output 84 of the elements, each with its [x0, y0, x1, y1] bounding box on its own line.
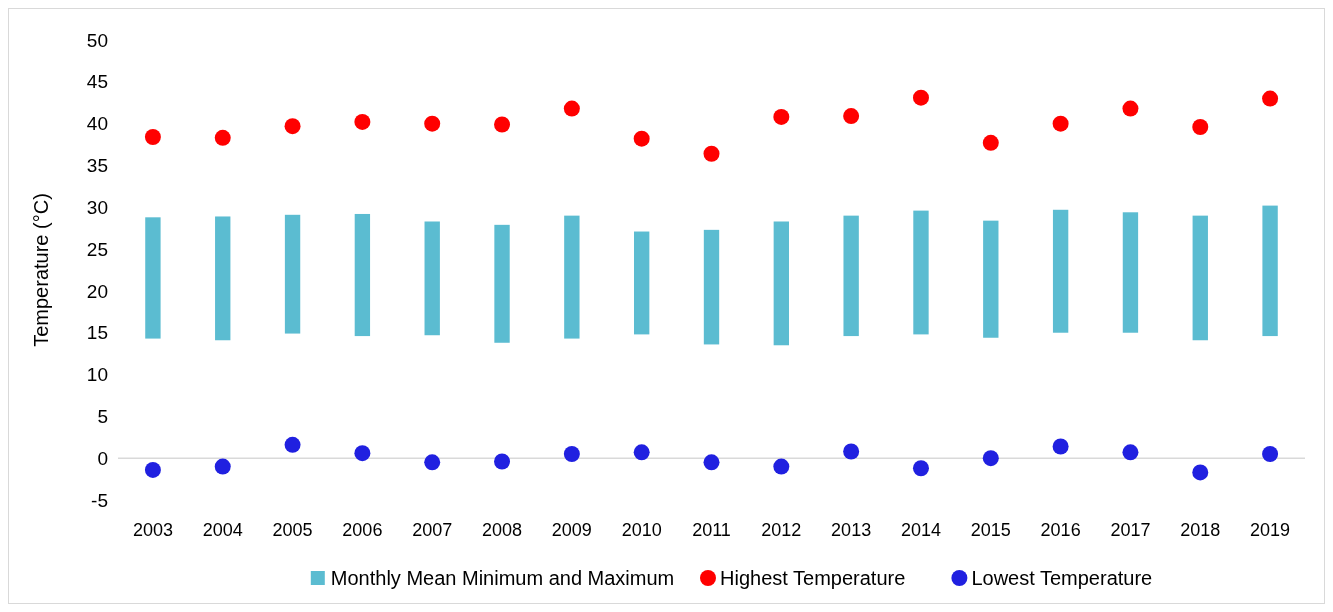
point: [1192, 118, 1209, 135]
point: [982, 134, 999, 151]
y-tick-label: 35: [86, 155, 108, 177]
bar: [1122, 212, 1139, 333]
y-tick-label: 40: [86, 113, 108, 135]
point: [494, 116, 511, 133]
bar: [913, 210, 929, 335]
legend-label: Highest Temperature: [720, 567, 906, 589]
y-tick-label: 15: [86, 322, 108, 344]
x-tick-label: 2007: [412, 520, 453, 540]
y-tick-label: -5: [91, 489, 108, 511]
point: [214, 458, 231, 475]
bar: [494, 224, 510, 343]
point: [144, 129, 161, 146]
y-tick-label: 10: [86, 364, 108, 386]
x-tick-label: 2019: [1250, 520, 1291, 540]
bar: [145, 217, 161, 339]
point: [843, 108, 860, 125]
point: [1122, 444, 1139, 461]
point: [633, 130, 650, 147]
x-tick-label: 2012: [761, 520, 802, 540]
y-tick-label: 45: [86, 71, 108, 93]
x-tick-label: 2013: [831, 520, 872, 540]
bar: [354, 213, 371, 337]
legend-label: Monthly Mean Minimum and Maximum: [330, 567, 675, 589]
point: [633, 444, 650, 461]
x-tick-label: 2016: [1040, 520, 1081, 540]
point: [982, 450, 999, 467]
point: [912, 89, 929, 106]
x-tick-label: 2010: [621, 520, 662, 540]
x-tick-label: 2014: [900, 520, 941, 540]
x-tick-label: 2009: [551, 520, 592, 540]
point: [843, 443, 860, 460]
y-axis-title: Temperature (°C): [30, 193, 52, 347]
point: [354, 113, 371, 130]
bar: [1192, 215, 1208, 341]
x-tick-label: 2005: [272, 520, 313, 540]
bar: [424, 221, 440, 336]
bar: [1262, 205, 1278, 337]
point: [1052, 115, 1069, 132]
point: [563, 446, 580, 462]
point: [1052, 438, 1069, 455]
point: [912, 460, 929, 477]
bar: [215, 216, 231, 341]
x-tick-label: 2004: [202, 520, 243, 540]
bar: [843, 215, 859, 337]
bar: [983, 220, 999, 338]
point: [1262, 90, 1279, 107]
point: [773, 108, 790, 125]
bar: [284, 214, 301, 334]
point: [703, 145, 720, 162]
y-tick-label: 0: [97, 447, 108, 469]
x-tick-label: 2003: [132, 520, 173, 540]
bar: [773, 221, 789, 346]
x-tick-label: 2018: [1180, 520, 1221, 540]
point: [424, 115, 441, 132]
point: [1122, 100, 1139, 117]
y-tick-label: 30: [86, 196, 108, 218]
point: [284, 118, 301, 135]
x-tick-label: 2011: [692, 520, 731, 540]
point: [284, 436, 301, 453]
x-tick-label: 2008: [482, 520, 523, 540]
point: [144, 461, 161, 478]
point: [354, 445, 371, 462]
point: [424, 454, 441, 471]
x-tick-label: 2006: [342, 520, 383, 540]
y-tick-label: 5: [97, 406, 108, 428]
point: [494, 453, 511, 470]
bar: [564, 215, 580, 339]
y-tick-label: 50: [86, 29, 108, 51]
y-tick-label: 25: [86, 238, 108, 260]
legend-label: Lowest Temperature: [971, 567, 1153, 589]
x-tick-label: 2015: [970, 520, 1011, 540]
y-tick-label: 20: [86, 280, 108, 302]
point: [563, 100, 580, 117]
bar: [703, 229, 720, 345]
point: [1192, 464, 1209, 481]
bar: [634, 231, 650, 335]
point: [1262, 446, 1279, 462]
point: [703, 454, 720, 471]
point: [773, 458, 790, 475]
x-tick-label: 2017: [1110, 520, 1151, 540]
bar: [1052, 209, 1069, 333]
point: [214, 129, 231, 146]
